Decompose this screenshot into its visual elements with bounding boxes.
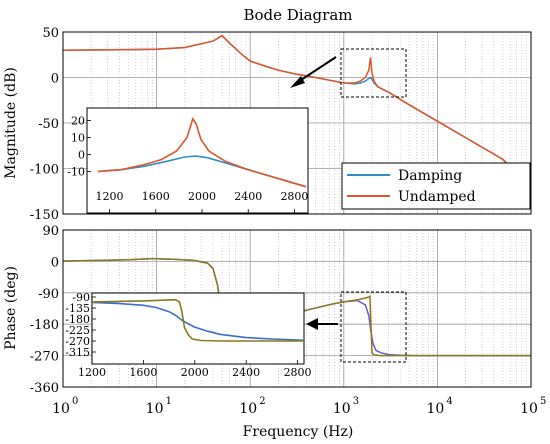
magnitude-inset-y-tick-label: 20 <box>71 114 85 127</box>
phase-y-tick-label: -90 <box>38 287 59 302</box>
phase-ylabel: Phase (deg) <box>3 266 19 350</box>
magnitude-inset-x-tick-label: 2000 <box>188 190 216 203</box>
phase-inset-x-tick-label: 1600 <box>129 366 157 379</box>
phase-inset-y-tick-label: -90 <box>72 291 90 304</box>
phase-y-tick-label: 0 <box>51 255 59 270</box>
magnitude-inset-x-tick-label: 2400 <box>234 190 262 203</box>
x-tick-label: 10 <box>52 401 70 417</box>
magnitude-inset-curves <box>97 116 307 188</box>
phase-inset-x-tick-label: 2800 <box>284 366 312 379</box>
magnitude-zoom-box <box>340 48 407 98</box>
phase-inset-line-damping <box>91 301 305 342</box>
phase-inset-x-tick-label: 2400 <box>232 366 260 379</box>
phase-y-tick-label: 90 <box>42 224 59 239</box>
magnitude-inset: 20 10 0 -10 1200 1600 2000 2400 2800 <box>67 107 309 214</box>
phase-inset-line-undamped <box>91 298 304 342</box>
phase-zoom-box <box>340 291 407 363</box>
phase-inset-y-tick-label: -270 <box>65 335 90 348</box>
x-tick-exponent: 0 <box>72 396 78 407</box>
magnitude-y-tick-label: -150 <box>30 208 59 223</box>
phase-inset-x-tick-label: 1200 <box>78 366 106 379</box>
magnitude-y-tick-label: -50 <box>38 117 59 132</box>
magnitude-ylabel: Magnitude (dB) <box>3 67 19 179</box>
magnitude-y-tick-label: 0 <box>51 72 59 87</box>
magnitude-axes-box <box>62 31 532 215</box>
x-tick-exponent: 1 <box>166 396 172 407</box>
phase-y-ticks: 90 0 -90 -180 -270 -360 <box>30 224 59 396</box>
x-tick-label: 10 <box>333 401 351 417</box>
magnitude-line-undamped <box>62 34 532 188</box>
x-tick-label: 10 <box>520 401 538 417</box>
magnitude-y-tick-label: -100 <box>30 163 59 178</box>
x-tick-labels: 10 0 10 1 10 2 10 3 10 4 10 5 <box>52 396 546 417</box>
phase-inset: -90-135-180-225-270-315 1200 1600 2000 2400 2… <box>65 291 311 379</box>
phase-inset-y-tick-label: -135 <box>65 302 90 315</box>
magnitude-inset-ticks: 20 10 0 -10 1200 1600 2000 2400 2800 <box>67 114 308 213</box>
magnitude-inset-y-tick-label: -10 <box>67 165 85 178</box>
phase-inset-curves <box>91 298 305 342</box>
phase-inset-x-tick-label: 2000 <box>181 366 209 379</box>
x-tick-exponent: 5 <box>540 396 546 407</box>
phase-inset-y-tick-label: -180 <box>65 313 90 326</box>
chart-title: Bode Diagram <box>243 6 352 24</box>
magnitude-inset-y-tick-label: 0 <box>78 148 85 161</box>
phase-inset-ticks: -90-135-180-225-270-315 1200 1600 2000 2400 2… <box>65 291 311 379</box>
phase-zoom-arrow <box>306 318 338 330</box>
magnitude-zoom-arrow <box>290 56 337 88</box>
phase-y-tick-label: -360 <box>30 381 59 396</box>
legend: Damping Undamped <box>341 162 531 210</box>
magnitude-inset-x-tick-label: 2800 <box>280 190 308 203</box>
legend-label-damping: Damping <box>398 168 462 184</box>
legend-box <box>341 162 531 210</box>
phase-y-tick-label: -270 <box>30 350 59 365</box>
x-tick-exponent: 3 <box>353 396 359 407</box>
magnitude-inset-x-tick-label: 1600 <box>142 190 170 203</box>
x-tick-label: 10 <box>239 401 257 417</box>
legend-label-undamped: Undamped <box>398 189 476 205</box>
magnitude-y-ticks: 50 0 -50 -100 -150 <box>30 26 59 223</box>
magnitude-y-tick-label: 50 <box>42 26 59 41</box>
x-tick-label: 10 <box>426 401 444 417</box>
x-tick-label: 10 <box>146 401 164 417</box>
x-tick-exponent: 4 <box>446 396 452 407</box>
phase-inset-y-tick-label: -225 <box>65 324 90 337</box>
magnitude-inset-line-undamped <box>97 116 307 188</box>
x-axis-label: Frequency (Hz) <box>243 424 354 440</box>
phase-y-tick-label: -180 <box>30 318 59 333</box>
phase-axes-box <box>62 229 532 388</box>
magnitude-inset-x-tick-label: 1200 <box>96 190 124 203</box>
x-tick-exponent: 2 <box>259 396 265 407</box>
magnitude-curves <box>62 34 532 188</box>
magnitude-inset-y-tick-label: 10 <box>71 131 85 144</box>
phase-inset-y-tick-label: -315 <box>65 346 90 359</box>
